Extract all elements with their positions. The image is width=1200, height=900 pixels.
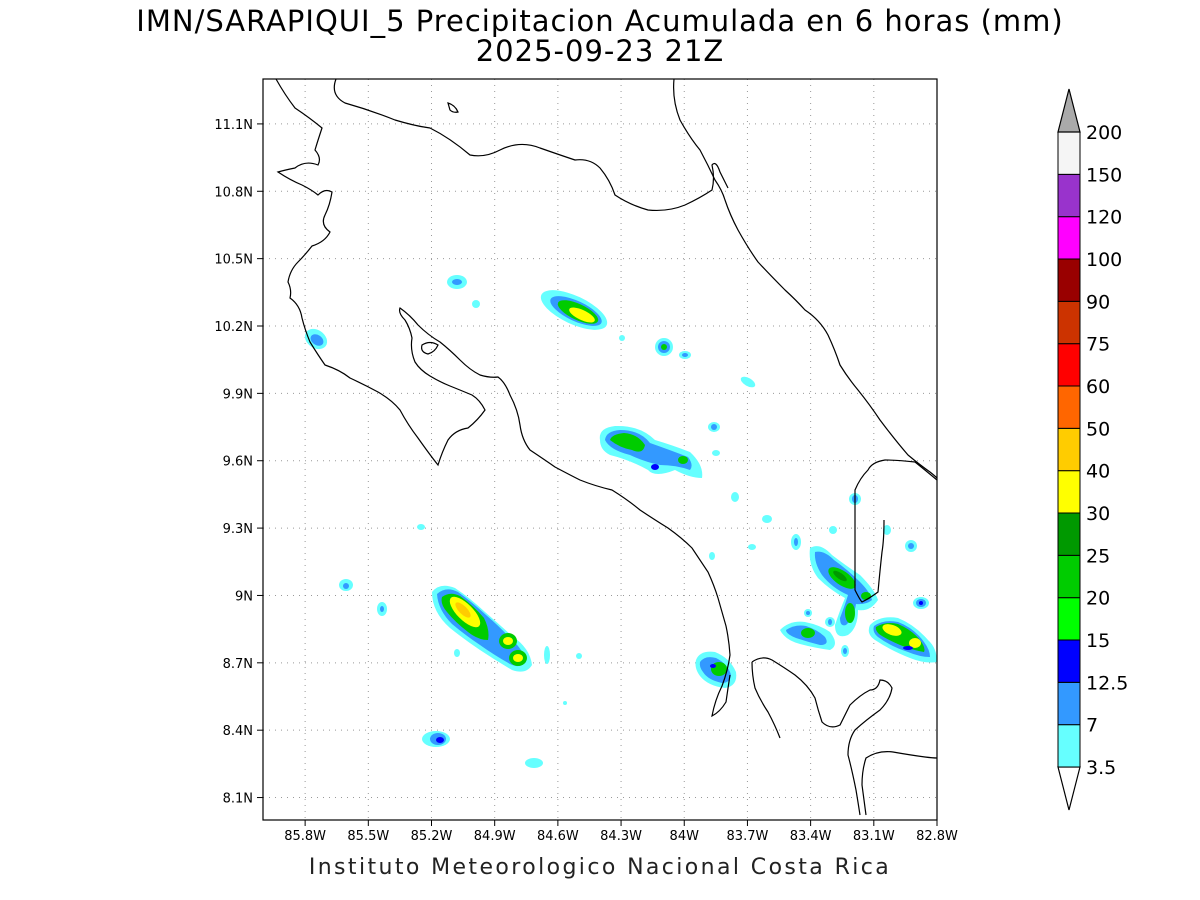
colorbar-swatch (1057, 597, 1081, 641)
lon-tick-label: 84.3W (600, 829, 642, 844)
rain-cell-84w-10-1n (655, 338, 756, 388)
colorbar-swatch (1057, 724, 1081, 768)
colorbar-label: 75 (1086, 334, 1110, 356)
longitude-axis: 85.8W 85.5W 85.2W 84.9W 84.6W 84.3W 84W 83.7W 83… (284, 820, 958, 844)
colorbar-label: 120 (1086, 207, 1122, 229)
rain-cell-83-7w (695, 651, 737, 688)
colorbar-label: 20 (1086, 588, 1110, 610)
lat-tick-label: 9N (235, 589, 253, 604)
colorbar-label: 3.5 (1086, 757, 1116, 779)
rain-cells-scattered (339, 492, 929, 768)
lon-tick-label: 83.7W (727, 829, 769, 844)
rain-cell-84-3w (540, 290, 625, 341)
lat-tick-label: 9.6N (223, 455, 253, 470)
colorbar-top-triangle (1057, 88, 1081, 133)
colorbar-label: 90 (1086, 291, 1110, 313)
lon-tick-label: 84W (670, 829, 700, 844)
colorbar-label: 12.5 (1086, 672, 1128, 694)
map-title: IMN/SARAPIQUI_5 Precipitacion Acumulada … (136, 4, 1064, 38)
colorbar-label: 40 (1086, 461, 1110, 483)
lon-tick-label: 84.9W (474, 829, 516, 844)
lon-tick-label: 83.4W (790, 829, 832, 844)
colorbar-label: 15 (1086, 630, 1110, 652)
colorbar-label: 200 (1086, 122, 1122, 144)
colorbar-swatch (1057, 427, 1081, 472)
lat-tick-label: 10.8N (214, 185, 253, 200)
colorbar: 3.5 7 12.5 15 20 25 30 40 50 60 75 90 100 120 150 200 (1057, 88, 1128, 811)
gridlines (263, 79, 938, 820)
lat-tick-label: 11.1N (214, 118, 253, 133)
rain-cell-10-4n (447, 275, 480, 308)
lon-tick-label: 84.6W (537, 829, 579, 844)
colorbar-bottom-triangle (1057, 766, 1081, 811)
rain-cell-northwest (304, 328, 328, 350)
footer-credit: Instituto Meteorologico Nacional Costa R… (308, 855, 892, 880)
colorbar-swatch (1057, 681, 1081, 726)
colorbar-swatch (1057, 300, 1081, 345)
colorbar-label: 60 (1086, 376, 1110, 398)
lon-tick-label: 85.2W (411, 829, 453, 844)
rain-cell-8-4n (422, 731, 450, 747)
colorbar-swatch (1057, 131, 1081, 175)
colorbar-label: 30 (1086, 503, 1110, 525)
colorbar-swatch (1057, 554, 1081, 599)
lat-tick-label: 10.5N (214, 253, 253, 268)
lat-tick-label: 8.4N (223, 724, 253, 739)
precipitation-areas (304, 275, 937, 768)
lat-tick-label: 9.9N (223, 387, 253, 402)
lon-tick-label: 85.8W (284, 829, 326, 844)
rain-cell-82-7w (868, 617, 937, 663)
lat-tick-label: 9.3N (223, 522, 253, 537)
lat-tick-label: 8.1N (223, 792, 253, 807)
lon-tick-label: 85.5W (347, 829, 389, 844)
colorbar-label: 7 (1086, 715, 1098, 737)
colorbar-swatch (1057, 639, 1081, 683)
lon-tick-label: 83.1W (853, 829, 895, 844)
rain-cell-83w-8-9n (780, 546, 878, 657)
map-border (262, 78, 938, 821)
lon-tick-label: 82.8W (916, 829, 958, 844)
colorbar-swatch (1057, 173, 1081, 218)
colorbar-label: 150 (1086, 164, 1122, 186)
map-panel (262, 78, 938, 821)
rain-cell-8-9n-84-9w (432, 585, 532, 672)
colorbar-label: 100 (1086, 249, 1122, 271)
map-date: 2025-09-23 21Z (475, 34, 725, 68)
colorbar-swatch (1057, 343, 1081, 387)
colorbar-swatch (1057, 385, 1081, 429)
lat-tick-label: 10.2N (214, 320, 253, 335)
colorbar-label: 50 (1086, 418, 1110, 440)
colorbar-label: 25 (1086, 545, 1110, 567)
rain-cell-9-7n (599, 422, 720, 478)
coastlines-borders (275, 78, 938, 816)
colorbar-swatch (1057, 216, 1081, 260)
colorbar-swatch (1057, 258, 1081, 302)
lat-tick-label: 8.7N (223, 657, 253, 672)
latitude-axis: 11.1N 10.8N 10.5N 10.2N 9.9N 9.6N 9.3N 9N 8.7N 8.… (214, 118, 263, 807)
colorbar-swatch (1057, 470, 1081, 514)
colorbar-swatch (1057, 512, 1081, 556)
